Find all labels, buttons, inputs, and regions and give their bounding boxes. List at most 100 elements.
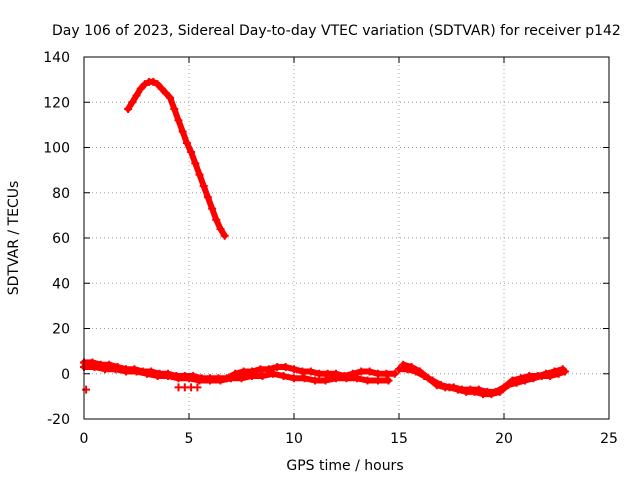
data-point [491,387,500,396]
data-point [193,383,202,392]
data-point [90,362,99,371]
data-point [558,365,567,374]
data-point [306,367,315,376]
data-point [216,224,225,233]
data-point [161,89,170,98]
data-point [353,374,361,383]
y-tick-label: 60 [52,231,70,247]
data-point [332,374,340,383]
y-tick-label: 140 [43,50,70,66]
series-baseline-b [80,362,393,385]
y-tick-label: 100 [43,141,70,157]
data-point [191,159,200,168]
data-point [239,367,248,376]
data-point [508,376,517,385]
data-point [449,383,458,392]
y-tick-label: 0 [61,367,70,383]
data-point [500,383,508,392]
data-point [290,374,298,383]
data-point [187,148,196,157]
data-point [533,372,542,381]
series-dip-upper [399,360,567,396]
data-point [195,170,204,179]
data-point [124,105,133,114]
data-point [374,376,382,385]
data-point [342,374,351,383]
data-point [136,84,145,93]
data-point [474,385,483,394]
data-point [279,372,288,381]
data-point [542,369,550,378]
data-point [237,374,246,383]
data-point [248,372,256,381]
data-point [357,367,366,376]
data-point [315,369,324,378]
data-point [216,376,225,385]
grid-layer [84,57,609,419]
data-point [132,91,141,100]
data-point [458,385,466,394]
y-tick-label: 20 [52,322,70,338]
data-point [258,372,267,381]
chart-title: Day 106 of 2023, Sidereal Day-to-day VTE… [52,23,621,39]
series-arc-high [124,77,229,240]
label-layer: 0 5 10 15 20 25 -20 0 20 40 60 80 100 120 140 [43,50,618,447]
data-point [550,367,559,376]
data-point [195,376,204,385]
data-point [269,369,277,378]
x-axis-label: GPS time / hours [286,458,403,474]
data-point [185,374,193,383]
data-point [157,84,166,93]
data-point [143,369,151,378]
data-point [166,93,175,102]
x-tick-label: 10 [285,431,303,447]
data-point [111,365,120,374]
data-point [290,365,298,374]
data-point [399,360,408,369]
data-point [300,374,309,383]
data-point [149,77,158,86]
series-layer [80,77,569,399]
data-point [363,376,372,385]
data-point [178,127,187,136]
data-point [382,369,391,378]
data-point [128,98,137,107]
y-tick-label: 120 [43,95,70,111]
data-point [208,204,217,213]
x-tick-label: 0 [80,431,89,447]
data-point [311,376,319,385]
data-point [122,367,130,376]
data-point [174,116,183,125]
data-point [407,362,416,371]
data-point [321,376,330,385]
y-axis-label: SDTVAR / TECUs [6,181,22,296]
data-point [227,374,235,383]
data-point [483,387,492,396]
data-point [298,367,307,376]
x-tick-label: 15 [390,431,408,447]
data-point [374,369,382,378]
y-tick-label: -20 [47,412,70,428]
y-tick-label: 40 [52,276,70,292]
y-tick-label: 80 [52,186,70,202]
series-isolated [82,383,202,394]
data-point [432,381,441,390]
data-point [164,372,172,381]
data-point [390,369,399,378]
data-point [416,367,424,376]
data-point [273,362,282,371]
x-tick-label: 20 [495,431,513,447]
data-point [212,215,221,224]
data-point [220,231,229,240]
series-line [125,78,228,239]
data-point [256,365,265,374]
data-point [466,385,475,394]
data-point [203,193,212,202]
x-tick-label: 25 [600,431,618,447]
data-point [281,362,290,371]
data-point [525,372,534,381]
data-point [170,105,179,114]
data-point [441,383,450,392]
data-point [153,80,162,89]
